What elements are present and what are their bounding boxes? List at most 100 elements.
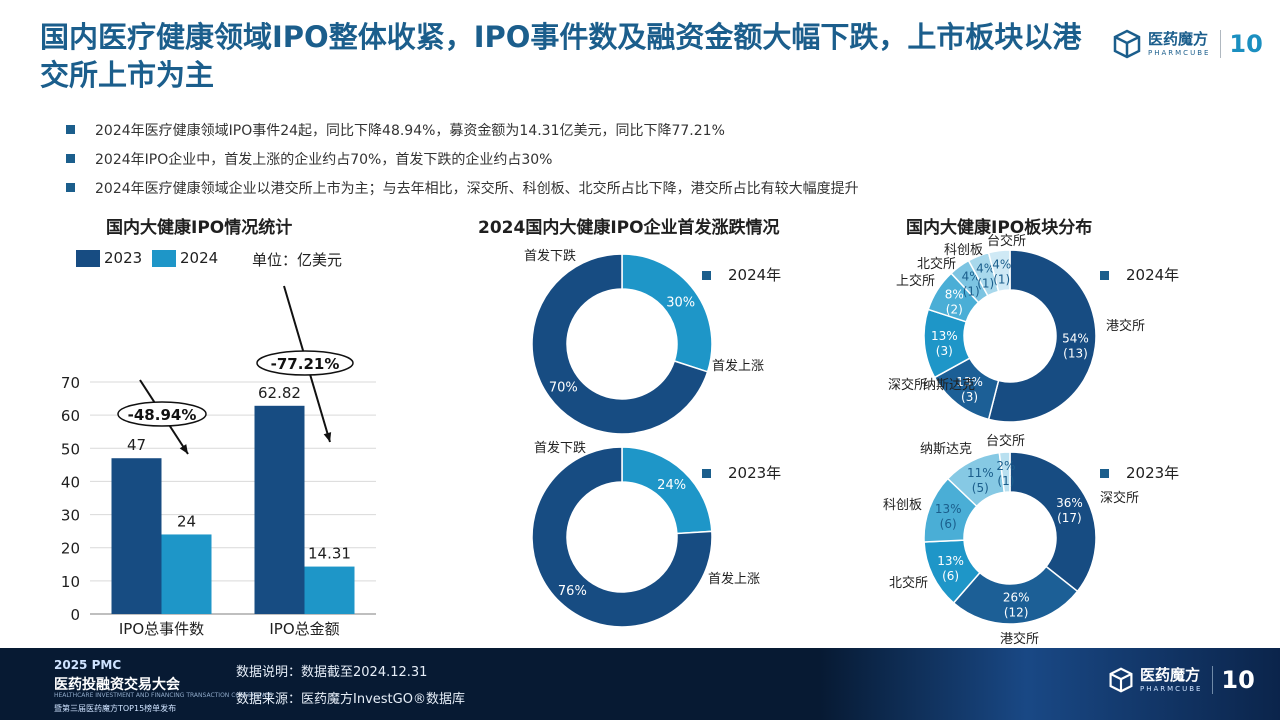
slice-count-label: (5) — [972, 481, 989, 495]
bullet-text: 2024年医疗健康领域企业以港交所上市为主；与去年相比，深交所、科创板、北交所占… — [95, 180, 859, 197]
slice-percent-label: 24% — [657, 478, 686, 493]
arrow-head-icon — [179, 444, 188, 454]
y-tick-label: 20 — [61, 540, 80, 558]
brand-logo: 医药魔方 PHARMCUBE 10 — [1112, 24, 1263, 64]
bar-legend-2024: 2024 — [152, 249, 218, 267]
anniversary-badge: 10 — [1212, 666, 1255, 694]
logo-subtitle: PHARMCUBE — [1148, 48, 1211, 57]
logo-subtitle: PHARMCUBE — [1140, 684, 1203, 693]
logo-name: 医药魔方 — [1140, 665, 1201, 684]
bullet-square-icon — [66, 154, 75, 163]
donut-legend-label: 2024年 — [1126, 266, 1179, 284]
y-tick-label: 30 — [61, 507, 80, 525]
legend-square-icon — [1100, 271, 1109, 280]
slice-category-label: 北交所 — [917, 256, 956, 272]
bullet-item: 2024年IPO企业中，首发上涨的企业约占70%，首发下跌的企业约占30% — [66, 144, 1206, 173]
donut-slice — [998, 451, 1011, 494]
bar-unit-label: 单位：亿美元 — [252, 251, 343, 269]
bullet-square-icon — [66, 183, 75, 192]
slice-percent-label: 4% — [976, 262, 995, 276]
anniversary-badge: 10 — [1220, 30, 1263, 58]
legend-square-icon — [702, 271, 711, 280]
donut-legend-label: 2023年 — [728, 464, 781, 482]
bar-value-label: 24 — [177, 512, 196, 530]
slice-percent-label: 13% — [931, 329, 958, 343]
page-title: 国内医疗健康领域IPO整体收紧，IPO事件数及融资金额大幅下跌，上市板块以港交所… — [40, 20, 1082, 92]
event-year: 2025 PMC — [54, 658, 122, 672]
change-ellipse — [256, 350, 354, 376]
event-name: 医药投融资交易大会 — [54, 677, 180, 693]
y-tick-label: 50 — [61, 440, 80, 458]
bullet-text: 2024年医疗健康领域IPO事件24起，同比下降48.94%，募资金额为14.3… — [95, 122, 725, 139]
event-tagline: 暨第三届医药魔方TOP15榜单发布 — [54, 704, 177, 713]
bar-legend-2023: 2023 — [76, 249, 142, 267]
charts-canvas: 0 10 20 30 40 50 60 70 47 24 IPO总事件数 62.82 14.31 IPO总… — [61, 233, 1179, 647]
bar — [304, 566, 355, 614]
footer-logo: 医药魔方 PHARMCUBE 10 — [1108, 666, 1255, 694]
slice-count-label: (1) — [997, 474, 1014, 488]
slice-category-label: 纳斯达克 — [923, 378, 975, 393]
donut-slice — [531, 446, 713, 628]
donut-legend-label: 2023年 — [1126, 464, 1179, 482]
slice-category-label: 首发下跌 — [524, 248, 576, 264]
slice-count-label: (1) — [993, 273, 1010, 287]
slice-category-label: 首发下跌 — [534, 440, 586, 456]
logo-name: 医药魔方 — [1148, 29, 1209, 48]
bar-value-label: 62.82 — [258, 384, 301, 402]
slice-category-label: 首发上涨 — [712, 358, 764, 374]
legend-swatch — [152, 249, 176, 267]
slice-percent-label: 54% — [1062, 331, 1089, 345]
bar-value-label: 47 — [127, 436, 146, 454]
legend-swatch — [76, 249, 100, 267]
legend-label: 2023 — [104, 249, 143, 267]
slice-percent-label: 30% — [666, 295, 695, 310]
slice-percent-label: 11% — [967, 466, 994, 480]
donut-slice — [987, 249, 1011, 293]
slice-category-label: 北交所 — [889, 575, 928, 591]
board-chart-title: 国内大健康IPO板块分布 — [906, 218, 1093, 238]
cube-icon — [1113, 29, 1141, 59]
y-tick-label: 60 — [61, 407, 80, 425]
slice-count-label: (3) — [936, 344, 953, 358]
slice-category-label: 科创板 — [883, 498, 922, 513]
x-tick-label: IPO总事件数 — [119, 620, 204, 638]
slice-percent-label: 13% — [956, 375, 983, 389]
footer-banner: 2025 PMC 医药投融资交易大会 HEALTHCARE INVESTMENT… — [0, 648, 1280, 720]
arrow-head-icon — [323, 432, 332, 442]
y-tick-label: 70 — [61, 374, 80, 392]
slice-percent-label: 26% — [1003, 591, 1030, 605]
bar-value-label: 14.31 — [308, 545, 351, 563]
slice-category-label: 台交所 — [987, 233, 1026, 249]
slice-category-label: 港交所 — [1000, 631, 1039, 647]
donut-legend-label: 2024年 — [728, 266, 781, 284]
slice-count-label: (6) — [942, 569, 959, 583]
slice-count-label: (1) — [963, 285, 980, 299]
slice-count-label: (1) — [977, 277, 994, 291]
donut-slice — [1009, 451, 1097, 593]
slice-count-label: (12) — [1004, 606, 1029, 620]
change-annotation: -48.94% — [128, 406, 197, 424]
slice-percent-label: 8% — [945, 288, 964, 302]
data-note: 数据说明：数据截至2024.12.31 — [236, 665, 428, 680]
data-source: 数据来源：医药魔方InvestGO®数据库 — [236, 692, 465, 707]
slice-category-label: 台交所 — [986, 433, 1025, 449]
legend-square-icon — [1100, 469, 1109, 478]
slice-count-label: (3) — [961, 390, 978, 404]
legend-square-icon — [702, 469, 711, 478]
rise-fall-chart-title: 2024国内大健康IPO企业首发涨跌情况 — [478, 218, 780, 238]
change-ellipse — [117, 401, 207, 427]
slice-percent-label: 36% — [1056, 496, 1083, 510]
slice-percent-label: 13% — [937, 554, 964, 568]
donut-slice — [987, 249, 1097, 423]
bullet-text: 2024年IPO企业中，首发上涨的企业约占70%，首发下跌的企业约占30% — [95, 151, 553, 168]
bullet-square-icon — [66, 125, 75, 134]
legend-label: 2024 — [180, 249, 219, 267]
slice-percent-label: 76% — [558, 584, 587, 599]
slice-percent-label: 70% — [549, 381, 578, 396]
bar — [111, 458, 162, 614]
y-tick-label: 40 — [61, 473, 80, 491]
slice-category-label: 纳斯达克 — [920, 442, 972, 457]
slice-category-label: 深交所 — [888, 377, 927, 393]
slice-count-label: (13) — [1063, 346, 1088, 360]
slice-category-label: 深交所 — [1100, 490, 1139, 506]
